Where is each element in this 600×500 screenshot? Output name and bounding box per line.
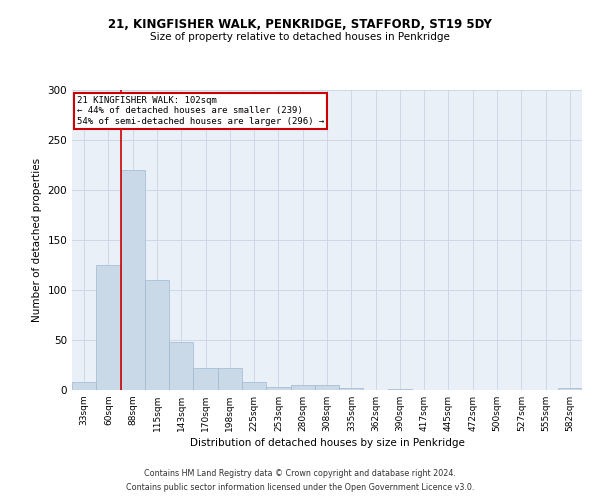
Bar [169,342,193,390]
Bar [242,382,266,390]
Text: 21, KINGFISHER WALK, PENKRIDGE, STAFFORD, ST19 5DY: 21, KINGFISHER WALK, PENKRIDGE, STAFFORD… [108,18,492,30]
Bar [558,388,582,390]
Text: Contains HM Land Registry data © Crown copyright and database right 2024.: Contains HM Land Registry data © Crown c… [144,468,456,477]
Y-axis label: Number of detached properties: Number of detached properties [32,158,42,322]
Bar [121,170,145,390]
Text: 21 KINGFISHER WALK: 102sqm
← 44% of detached houses are smaller (239)
54% of sem: 21 KINGFISHER WALK: 102sqm ← 44% of deta… [77,96,325,126]
Bar [315,385,339,390]
X-axis label: Distribution of detached houses by size in Penkridge: Distribution of detached houses by size … [190,438,464,448]
Bar [72,382,96,390]
Text: Contains public sector information licensed under the Open Government Licence v3: Contains public sector information licen… [126,484,474,492]
Bar [339,388,364,390]
Bar [96,265,121,390]
Bar [388,389,412,390]
Bar [145,280,169,390]
Text: Size of property relative to detached houses in Penkridge: Size of property relative to detached ho… [150,32,450,42]
Bar [193,368,218,390]
Bar [218,368,242,390]
Bar [266,387,290,390]
Bar [290,385,315,390]
